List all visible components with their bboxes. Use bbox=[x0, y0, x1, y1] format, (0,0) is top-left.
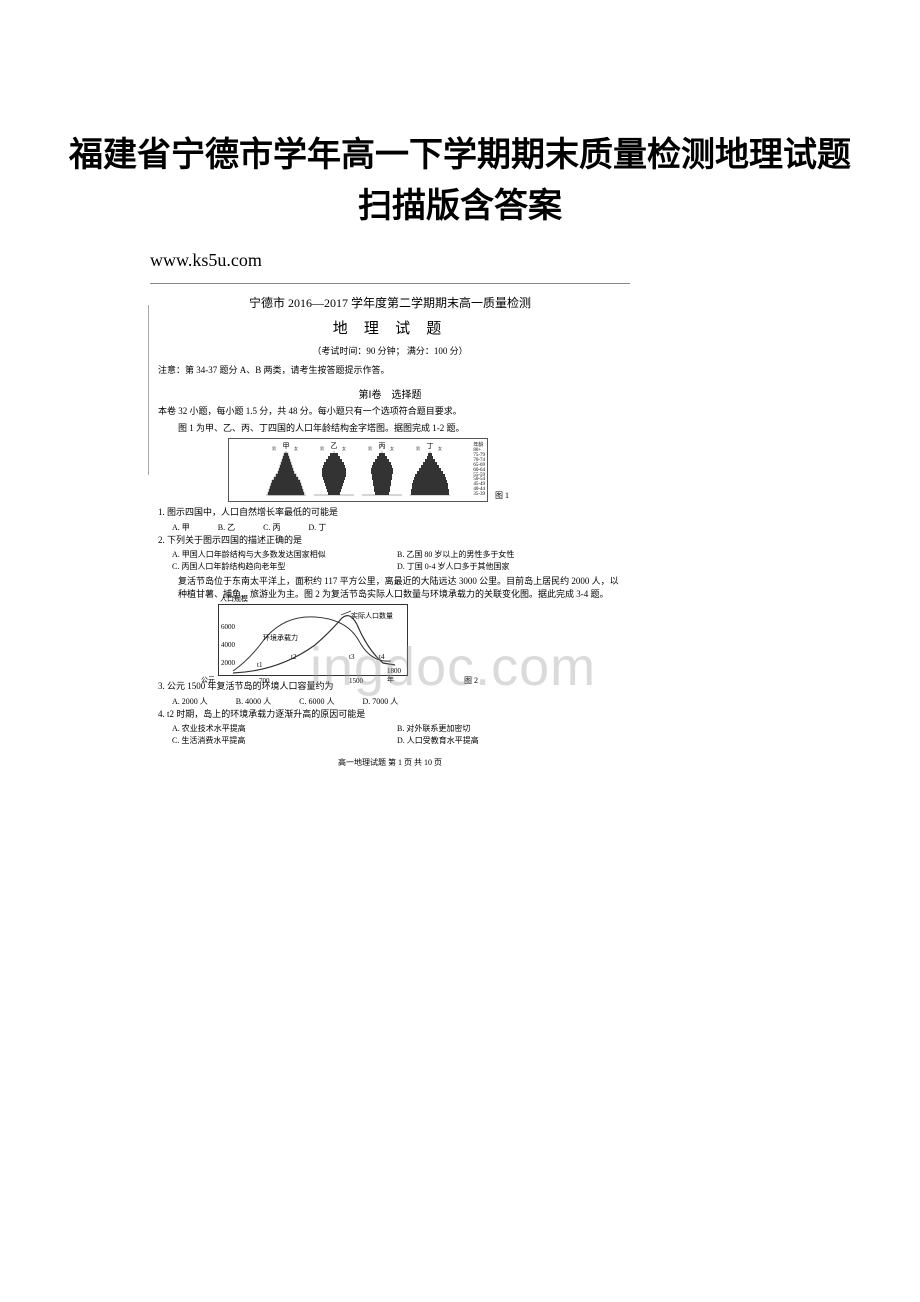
question-1: 1. 图示四国中，人口自然增长率最低的可能是 bbox=[158, 506, 622, 520]
figure-1-pyramids: 甲 男女 乙 bbox=[228, 438, 488, 502]
q-intro-1b: 图 1 为甲、乙、丙、丁四国的人口年龄结构金字塔图。据图完成 1-2 题。 bbox=[158, 422, 622, 435]
exam-page-scan: 宁德市 2016—2017 学年度第二学期期末高一质量检测 地 理 试 题 （考… bbox=[150, 283, 630, 776]
figure-2-chart: 600040002000 公元70015001800年 t1t2t3t4 环境承… bbox=[218, 604, 408, 676]
question-2-options: A. 甲国人口年龄结构与大多数发达国家相似 B. 乙国 80 岁以上的男性多于女… bbox=[158, 549, 622, 573]
figure-2-wrap: 人口规模 600040002000 公元70015001800年 t1t2t3t… bbox=[218, 604, 448, 676]
question-3-options: A. 2000 人 B. 4000 人 C. 6000 人 D. 7000 人 bbox=[158, 696, 622, 708]
exam-meta: （考试时间：90 分钟； 满分：100 分） bbox=[158, 344, 622, 357]
env-curve-label: 环境承载力 bbox=[263, 633, 298, 643]
figure-2-label: 图 2 bbox=[464, 675, 478, 686]
real-curve-label: 实际人口数量 bbox=[351, 611, 393, 621]
exam-subject: 地 理 试 题 bbox=[158, 317, 622, 338]
pyramid-jia: 甲 男女 bbox=[264, 443, 308, 497]
section-1-title: 第Ⅰ卷 选择题 bbox=[158, 386, 622, 401]
source-url: www.ks5u.com bbox=[0, 232, 920, 271]
exam-header: 宁德市 2016—2017 学年度第二学期期末高一质量检测 bbox=[158, 294, 622, 311]
exam-note: 注意：第 34-37 题分 A、B 两类，请考生按答题提示作答。 bbox=[158, 363, 622, 376]
question-4: 4. t2 时期，岛上的环境承载力逐渐升高的原因可能是 bbox=[158, 708, 622, 722]
age-axis-labels: 年龄80+75-7970-7465-6960-6455-5950-5445-49… bbox=[473, 443, 485, 497]
document-title: 福建省宁德市学年高一下学期期末质量检测地理试题扫描版含答案 bbox=[0, 0, 920, 232]
exam-page-footer: 高一地理试题 第 1 页 共 10 页 bbox=[158, 757, 622, 768]
pyramid-ding: 丁 男女 bbox=[408, 443, 452, 497]
figure-1-label: 图 1 bbox=[495, 490, 509, 501]
pyramid-yi: 乙 男女 bbox=[312, 443, 356, 497]
q-intro-1a: 本卷 32 小题，每小题 1.5 分，共 48 分。每小题只有一个选项符合题目要… bbox=[158, 405, 622, 418]
question-4-options: A. 农业技术水平提高 B. 对外联系更加密切 C. 生活消费水平提高 D. 人… bbox=[158, 723, 622, 747]
y-axis-title: 人口规模 bbox=[220, 594, 248, 604]
pyramid-bing: 丙 男女 bbox=[360, 443, 404, 497]
question-1-options: A. 甲 B. 乙 C. 丙 D. 丁 bbox=[158, 522, 622, 534]
question-2: 2. 下列关于图示四国的描述正确的是 bbox=[158, 534, 622, 548]
